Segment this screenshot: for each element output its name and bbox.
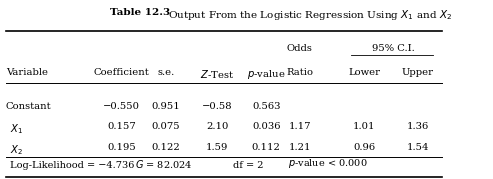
Text: Lower: Lower — [348, 68, 380, 77]
Text: $p$-value < 0.000: $p$-value < 0.000 — [288, 157, 368, 170]
Text: 1.36: 1.36 — [406, 122, 428, 131]
Text: 0.96: 0.96 — [353, 143, 375, 152]
Text: s.e.: s.e. — [157, 68, 175, 77]
Text: $X_1$: $X_1$ — [10, 122, 23, 136]
Text: 0.122: 0.122 — [152, 143, 180, 152]
Text: Odds: Odds — [286, 44, 313, 53]
Text: Constant: Constant — [6, 102, 51, 111]
Text: Table 12.3: Table 12.3 — [110, 8, 171, 17]
Text: Upper: Upper — [401, 68, 433, 77]
Text: 1.54: 1.54 — [406, 143, 429, 152]
Text: 0.157: 0.157 — [107, 122, 136, 131]
Text: 2.10: 2.10 — [206, 122, 228, 131]
Text: $G$ = 82.024: $G$ = 82.024 — [135, 158, 192, 170]
Text: 1.21: 1.21 — [288, 143, 311, 152]
Text: $Z$-Test: $Z$-Test — [200, 68, 234, 80]
Text: 0.112: 0.112 — [252, 143, 281, 152]
Text: 1.59: 1.59 — [206, 143, 228, 152]
Text: $p$-value: $p$-value — [247, 68, 285, 81]
Text: Variable: Variable — [6, 68, 48, 77]
Text: 0.195: 0.195 — [107, 143, 136, 152]
Text: $X_2$: $X_2$ — [10, 143, 23, 157]
Text: df = 2: df = 2 — [233, 161, 263, 170]
Text: 0.075: 0.075 — [152, 122, 180, 131]
Text: 95% C.I.: 95% C.I. — [372, 44, 415, 53]
Text: Output From the Logistic Regression Using $X_1$ and $X_2$: Output From the Logistic Regression Usin… — [168, 8, 452, 22]
Text: 0.951: 0.951 — [152, 102, 180, 111]
Text: 0.563: 0.563 — [252, 102, 281, 111]
Text: Ratio: Ratio — [286, 68, 313, 77]
Text: −0.550: −0.550 — [103, 102, 140, 111]
Text: Log-Likelihood = −4.736: Log-Likelihood = −4.736 — [10, 161, 135, 170]
Text: 0.036: 0.036 — [252, 122, 281, 131]
Text: Coefficient: Coefficient — [94, 68, 149, 77]
Text: −0.58: −0.58 — [202, 102, 233, 111]
Text: 1.01: 1.01 — [353, 122, 375, 131]
Text: 1.17: 1.17 — [288, 122, 311, 131]
